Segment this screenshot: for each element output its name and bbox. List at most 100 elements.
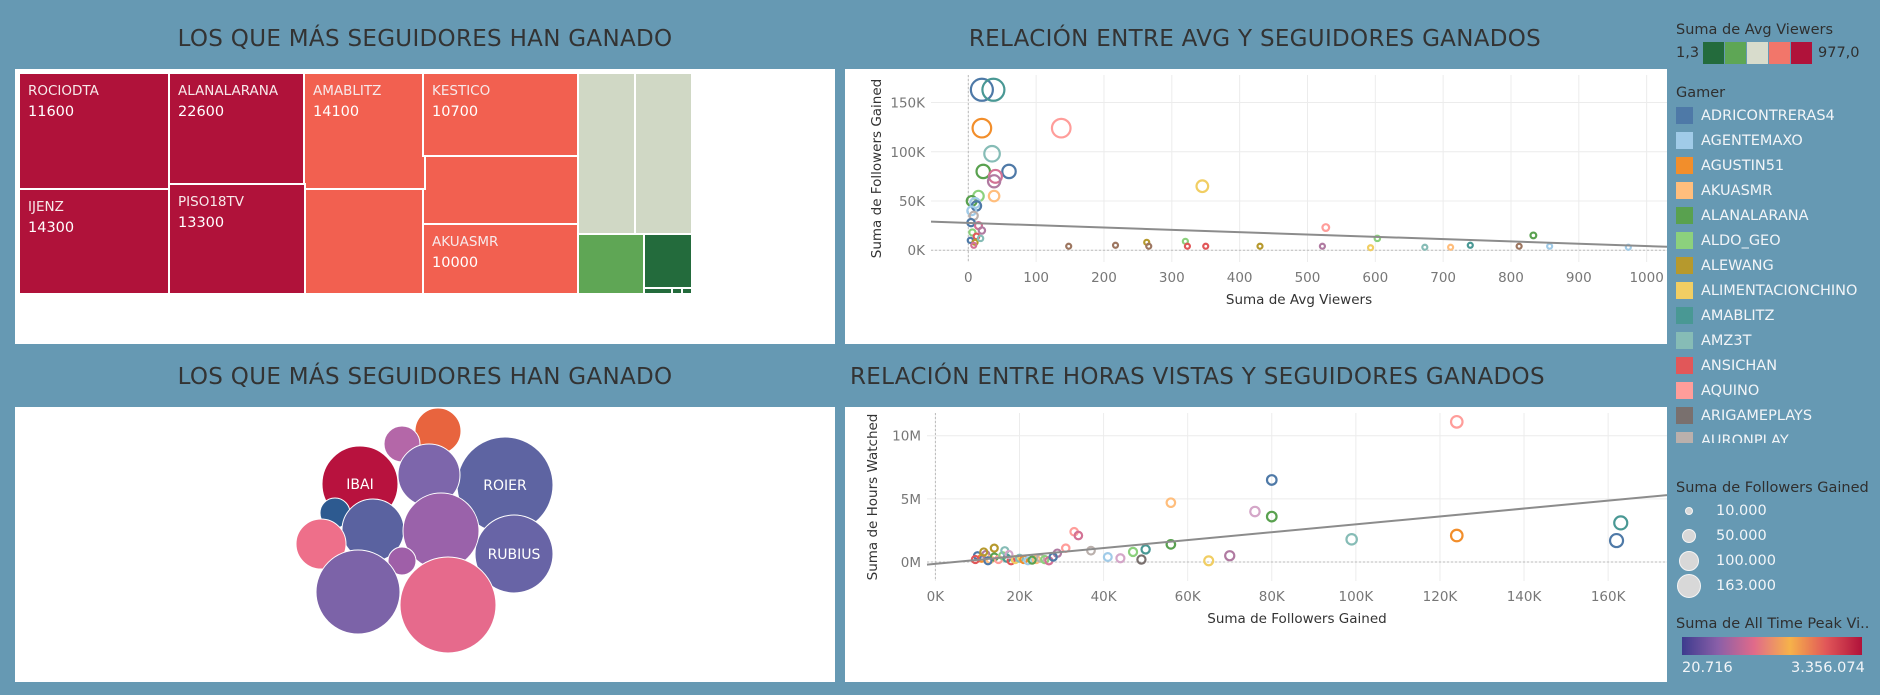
treemap-tile-label: IJENZ — [28, 199, 64, 215]
avg-viewers-swatches — [1702, 42, 1812, 64]
scatter-point — [975, 163, 992, 180]
scatter-point — [981, 77, 1006, 102]
gamer-color-swatch — [1676, 157, 1693, 174]
scatter-point — [1608, 532, 1625, 549]
gamer-color-swatch — [1676, 307, 1693, 324]
scatter-point — [1318, 242, 1327, 250]
y-tick-label: 0K — [908, 243, 927, 259]
scatter-point — [1256, 242, 1264, 250]
avg-viewers-max: 977,0 — [1818, 45, 1860, 61]
scatter-point — [1546, 242, 1554, 250]
avg-viewers-swatch — [1725, 42, 1746, 64]
scatter-point — [966, 205, 978, 217]
x-tick-label: 900 — [1566, 270, 1592, 286]
gamer-legend-item[interactable]: ALEWANG — [1676, 253, 1876, 278]
scatter-point — [1040, 554, 1050, 565]
gamer-legend-item[interactable]: AMABLITZ — [1676, 303, 1876, 328]
y-axis-label: Suma de Followers Gained — [869, 79, 885, 258]
gamer-color-swatch — [1676, 282, 1693, 299]
size-legend-circle — [1677, 573, 1701, 598]
bubble — [315, 549, 401, 635]
scatter-point — [1373, 234, 1382, 243]
gamer-legend-item[interactable]: AMZ3T — [1676, 328, 1876, 353]
treemap-tile — [634, 72, 693, 235]
treemap-panel: ROCIODTA 11600 ALANALARANA 22600 AMABLITZ 141… — [15, 69, 835, 344]
treemap-tile-value: 22600 — [178, 104, 224, 120]
gamer-legend-item[interactable]: AGUSTIN51 — [1676, 153, 1876, 178]
avg-viewers-swatch — [1769, 42, 1790, 64]
gamer-legend-item[interactable]: AQUINO — [1676, 378, 1876, 403]
scatter-point — [1515, 242, 1523, 250]
scatter-point — [1073, 530, 1084, 541]
treemap-title: LOS QUE MÁS SEGUIDORES HAN GANADO — [177, 26, 673, 52]
gamer-legend-item[interactable]: AURONPLAY — [1676, 428, 1876, 443]
x-tick-label: 700 — [1430, 270, 1456, 286]
avg-viewers-swatch — [1747, 42, 1768, 64]
gamer-legend-item[interactable]: ALDO_GEO — [1676, 228, 1876, 253]
x-tick-label: 500 — [1295, 270, 1321, 286]
peak-viewers-max: 3.356.074 — [1791, 660, 1865, 676]
gamer-name: ALDO_GEO — [1701, 232, 1781, 249]
scatter-point — [1145, 242, 1153, 250]
scatter-point — [1265, 510, 1278, 523]
bubbles-title: LOS QUE MÁS SEGUIDORES HAN GANADO — [177, 364, 673, 390]
trend-line — [930, 220, 1668, 248]
gamer-legend-item[interactable]: ALANALARANA — [1676, 203, 1876, 228]
scatter-point — [977, 226, 987, 235]
treemap-tile-label: KESTICO — [432, 83, 490, 99]
peak-viewers-legend-title: Suma de All Time Peak Vi.. — [1676, 616, 1870, 632]
gamer-legend-item[interactable]: ALIMENTACIONCHINO — [1676, 278, 1876, 303]
avg-viewers-min: 1,3 — [1676, 45, 1700, 61]
scatter-point — [1224, 550, 1236, 562]
treemap-tile-label: ROCIODTA — [28, 83, 100, 99]
scatter-point — [1449, 414, 1464, 429]
scatter-point — [969, 77, 994, 102]
gamer-legend-item[interactable]: AKUASMR — [1676, 178, 1876, 203]
scatter-point — [1529, 231, 1538, 240]
size-legend-circle — [1682, 528, 1696, 543]
peak-viewers-min: 20.716 — [1682, 660, 1733, 676]
scatter-point — [1195, 179, 1210, 194]
avg-viewers-color-scale[interactable]: 1,3 977,0 — [1676, 41, 1876, 65]
bubbles-panel: IBAI ROIER RUBIUS — [15, 407, 835, 682]
scatter-avg-panel: 0 100 200 300 400 500 600 700 800 900 1000 0K 50K 100… — [845, 69, 1668, 344]
scatter-point — [1345, 533, 1358, 546]
scatter-point — [986, 174, 1002, 189]
gamer-legend-item[interactable]: ARIGAMEPLAYS — [1676, 403, 1876, 428]
scatter-point — [1202, 242, 1210, 250]
y-tick-label: 10M — [892, 429, 921, 445]
treemap-tile — [18, 188, 172, 295]
bubble-label: RUBIUS — [488, 547, 541, 563]
y-tick-label: 150K — [890, 96, 926, 112]
gamer-name: AMABLITZ — [1701, 307, 1775, 324]
scatter-point — [1447, 243, 1455, 251]
scatter-hours-title: RELACIÓN ENTRE HORAS VISTAS Y SEGUIDORES… — [850, 364, 1545, 390]
x-tick-label: 80K — [1259, 589, 1286, 605]
gamer-name: ALIMENTACIONCHINO — [1701, 282, 1858, 299]
x-tick-label: 0K — [927, 589, 946, 605]
gamer-legend-list[interactable]: ADRICONTRERAS4 AGENTEMAXO AGUSTIN51 AKUASMR… — [1676, 103, 1876, 443]
gamer-legend-item[interactable]: AGENTEMAXO — [1676, 128, 1876, 153]
treemap-tile-value: 14100 — [313, 104, 359, 120]
gamer-name: ALANALARANA — [1701, 207, 1809, 224]
bubble-chart: IBAI ROIER RUBIUS — [295, 407, 554, 654]
peak-viewers-gradient[interactable] — [1682, 637, 1862, 655]
scatter-point — [979, 547, 989, 557]
gamer-color-swatch — [1676, 232, 1693, 249]
bubble-label: IBAI — [346, 477, 373, 493]
avg-viewers-swatch — [1703, 42, 1724, 64]
treemap-tile — [168, 183, 306, 295]
treemap-tile-value: 10700 — [432, 104, 478, 120]
treemap-tile — [681, 287, 693, 295]
gamer-name: ALEWANG — [1701, 257, 1774, 274]
y-tick-label: 100K — [890, 145, 926, 161]
x-axis-label: Suma de Followers Gained — [1207, 611, 1386, 627]
treemap-tile-value: 10000 — [432, 255, 478, 271]
followers-size-legend: 10.000 50.000 100.000 163.000 — [1676, 498, 1776, 598]
treemap-tile — [422, 155, 579, 225]
treemap-tile-value: 14300 — [28, 220, 74, 236]
gamer-legend-item[interactable]: ADRICONTRERAS4 — [1676, 103, 1876, 128]
gamer-legend-item[interactable]: ANSICHAN — [1676, 353, 1876, 378]
scatter-avg-chart: 0 100 200 300 400 500 600 700 800 900 1000 0K 50K 100… — [869, 75, 1668, 308]
gamer-name: AGUSTIN51 — [1701, 157, 1785, 174]
